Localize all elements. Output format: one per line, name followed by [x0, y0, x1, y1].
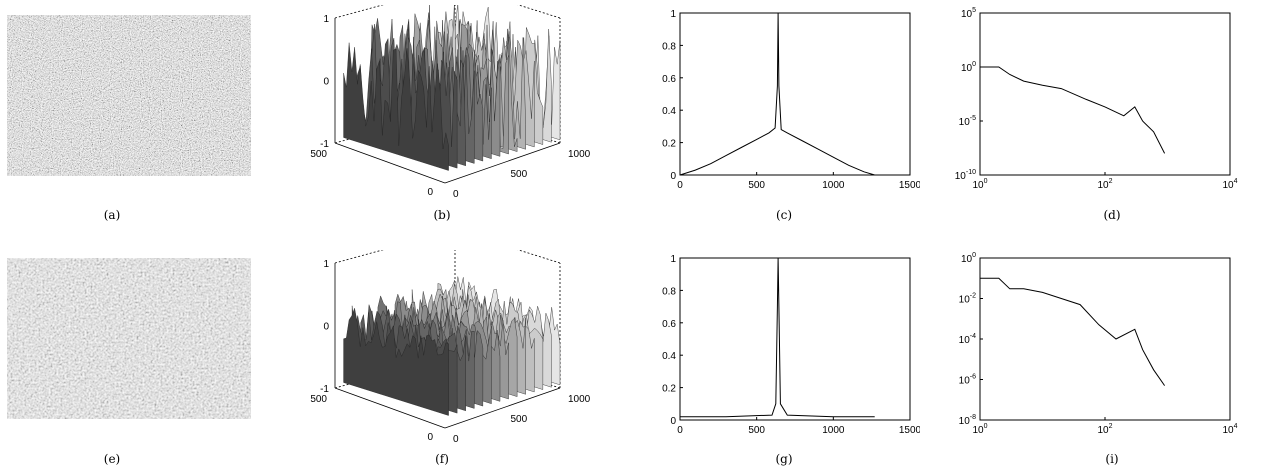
- y-tick-label: 0.4: [662, 351, 676, 362]
- texture-image-e: [7, 258, 251, 419]
- surface: [343, 276, 561, 416]
- texture-image-a: [7, 15, 251, 176]
- x-tick-label: 100: [972, 423, 987, 436]
- y-axis: [334, 142, 446, 184]
- x-axis: [444, 387, 561, 429]
- x-tick-label: 104: [1222, 178, 1237, 191]
- box-edge: [334, 250, 384, 264]
- y-tick-label: 105: [961, 7, 976, 20]
- y-tick-label: 0: [427, 187, 433, 198]
- x-tick-label: 0: [453, 434, 459, 445]
- y-axis: [334, 387, 446, 429]
- x-tick-label: 1500: [899, 180, 920, 191]
- x-tick-label: 0: [677, 180, 683, 191]
- series-line: [980, 277, 1166, 386]
- y-tick-label: 1: [670, 9, 676, 20]
- y-tick-label: 100: [961, 252, 976, 265]
- x-tick-label: 1000: [568, 149, 591, 160]
- surface: [343, 5, 561, 171]
- line-chart-g: 0 500 1000 1500 0 0.2 0.4 0.6 0.8 1: [662, 254, 920, 436]
- y-tick-label: 0.6: [662, 319, 676, 330]
- plot-frame: [679, 257, 911, 421]
- y-tick-label: 0: [427, 432, 433, 443]
- plot-frame: [979, 12, 1231, 176]
- surface-strip: [343, 42, 449, 171]
- y-tick-label: 0.8: [662, 41, 676, 52]
- y-tick-label: 500: [310, 149, 327, 160]
- series-line: [679, 12, 875, 176]
- surface-plot-f: -1 0 1 500 0 0 500 1000: [310, 250, 591, 445]
- z-tick-label: -1: [320, 139, 329, 150]
- z-tick-label: 0: [323, 77, 329, 88]
- y-tick-label: 0.4: [662, 106, 676, 117]
- box-edge: [334, 5, 384, 19]
- x-tick-label: 104: [1222, 423, 1237, 436]
- plot-frame: [679, 12, 911, 176]
- caption-b: (b): [433, 208, 451, 222]
- y-tick-label: 100: [961, 61, 976, 74]
- x-tick-label: 1500: [899, 425, 920, 436]
- y-tick-label: 10-6: [959, 374, 976, 387]
- x-tick-label: 102: [1097, 423, 1112, 436]
- surface-strip: [343, 307, 449, 416]
- y-tick-label: 10-4: [959, 333, 976, 346]
- y-tick-label: 500: [310, 394, 327, 405]
- y-tick-label: 0.2: [662, 384, 676, 395]
- box-edge: [517, 250, 561, 264]
- x-tick-label: 500: [511, 414, 528, 425]
- x-axis: [444, 142, 561, 184]
- caption-f: (f): [435, 452, 449, 466]
- y-tick-label: 0: [670, 171, 676, 182]
- y-tick-label: 0.6: [662, 74, 676, 85]
- series-line: [980, 66, 1166, 154]
- box-edge: [517, 5, 561, 19]
- x-tick-label: 102: [1097, 178, 1112, 191]
- x-tick-label: 1000: [568, 394, 591, 405]
- caption-a: (a): [103, 208, 121, 222]
- z-tick-label: 0: [323, 322, 329, 333]
- x-tick-label: 500: [748, 180, 765, 191]
- x-tick-label: 500: [511, 169, 528, 180]
- x-tick-label: 1000: [822, 180, 845, 191]
- z-tick-label: 1: [323, 259, 329, 270]
- x-tick-label: 0: [453, 189, 459, 200]
- caption-d: (d): [1103, 208, 1121, 222]
- caption-e: (e): [103, 452, 121, 466]
- y-tick-label: 10-2: [959, 293, 976, 306]
- caption-i: (i): [1105, 452, 1119, 466]
- x-tick-label: 100: [972, 178, 987, 191]
- y-tick-label: 0.2: [662, 139, 676, 150]
- surface-plot-b: -1 0 1 500 0 0 500 1000: [310, 5, 591, 200]
- series-line: [680, 257, 875, 418]
- z-tick-label: -1: [320, 384, 329, 395]
- x-tick-label: 500: [748, 425, 765, 436]
- x-tick-label: 1000: [822, 425, 845, 436]
- caption-c: (c): [775, 208, 793, 222]
- caption-g: (g): [775, 452, 793, 466]
- line-chart-c: 0 500 1000 1500 0 0.2 0.4 0.6 0.8 1: [662, 9, 920, 191]
- y-tick-label: 0: [670, 416, 676, 427]
- y-tick-label: 0.8: [662, 286, 676, 297]
- x-tick-label: 0: [677, 425, 683, 436]
- y-tick-label: 10-5: [959, 115, 976, 128]
- y-tick-label: 1: [670, 254, 676, 265]
- plot-frame: [979, 257, 1231, 421]
- z-tick-label: 1: [323, 14, 329, 25]
